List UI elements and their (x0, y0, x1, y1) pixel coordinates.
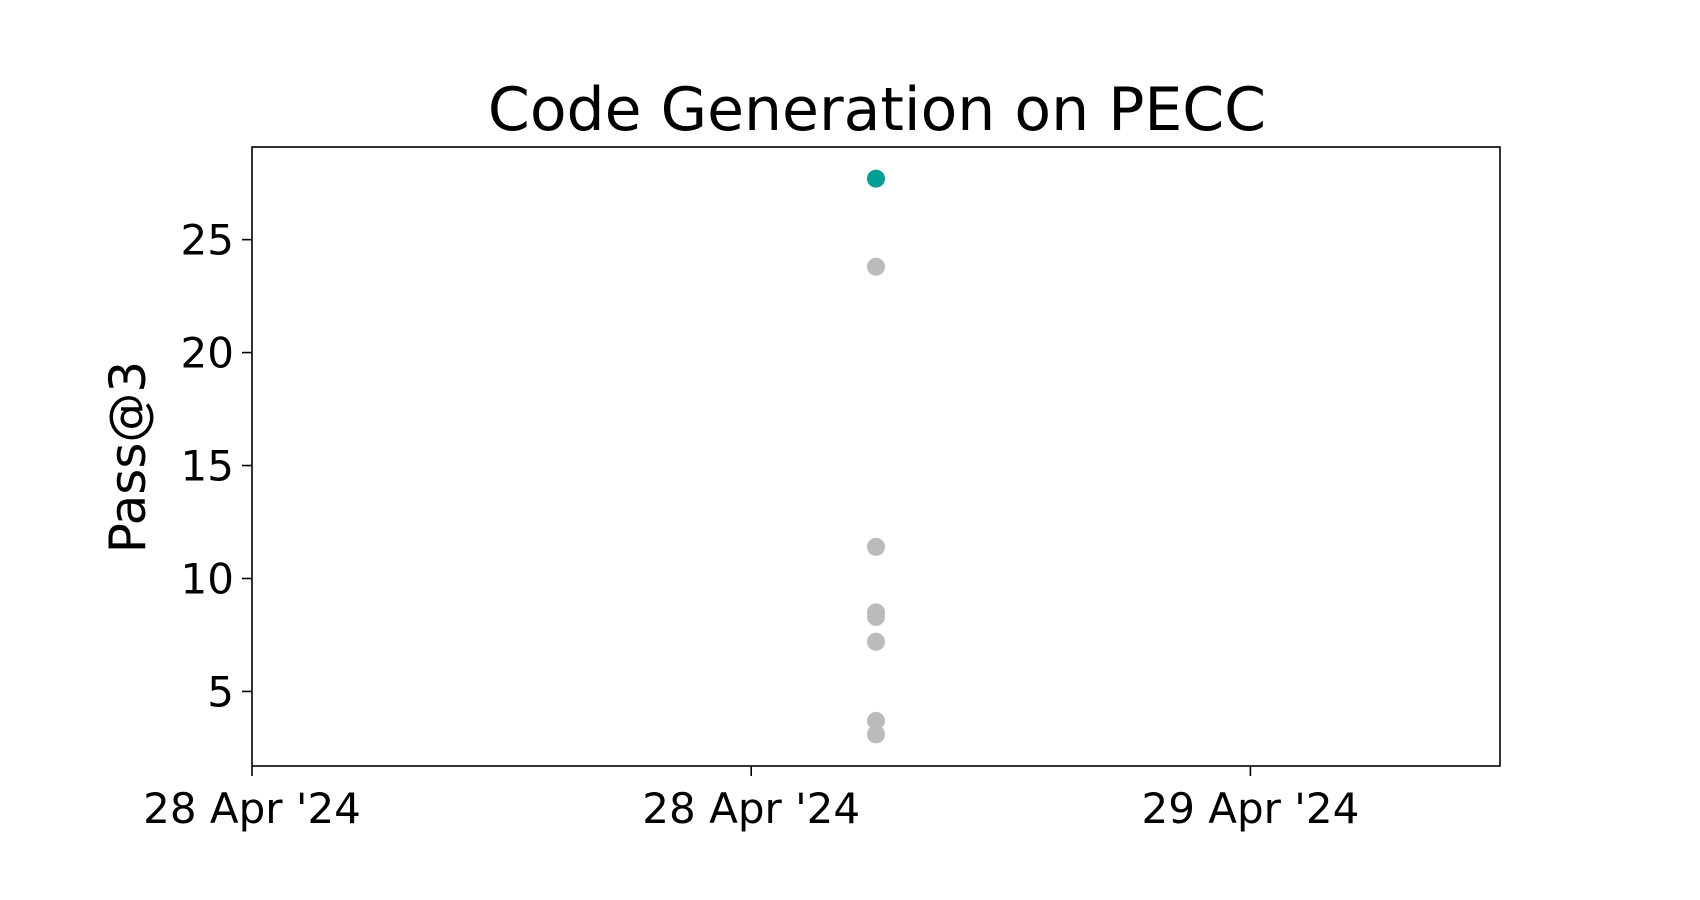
data-point (867, 725, 885, 744)
chart-title: Code Generation on PECC (488, 75, 1266, 145)
y-axis: 5 10 15 20 25 (181, 216, 252, 716)
data-point (867, 257, 885, 276)
y-tick-label: 20 (181, 329, 234, 378)
y-tick-label: 25 (181, 216, 234, 265)
data-point (867, 537, 885, 556)
data-point (867, 169, 885, 188)
x-axis: 28 Apr '24 28 Apr '24 29 Apr '24 (143, 766, 1359, 833)
y-tick-label: 15 (181, 442, 234, 491)
data-points (867, 169, 885, 744)
x-tick-label: 28 Apr '24 (143, 784, 361, 833)
y-tick-label: 5 (207, 667, 234, 716)
data-point (867, 711, 885, 730)
data-point (867, 632, 885, 651)
y-axis-label: Pass@3 (99, 361, 157, 553)
data-point (867, 607, 885, 626)
plot-area (251, 146, 1501, 767)
y-tick-label: 10 (181, 554, 234, 603)
x-tick-label: 28 Apr '24 (642, 784, 860, 833)
x-tick-label: 29 Apr '24 (1142, 784, 1360, 833)
